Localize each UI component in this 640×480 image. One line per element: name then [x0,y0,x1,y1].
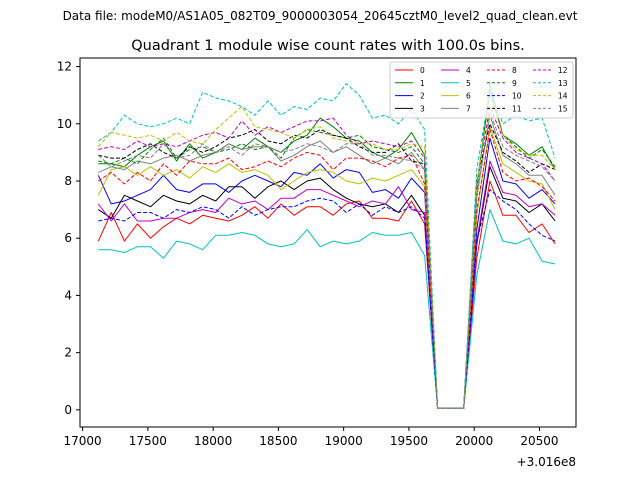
legend-label-7: 7 [466,104,471,113]
y-tick-label: 10 [57,117,72,131]
series-line-6 [97,126,556,409]
y-tick-label: 12 [57,60,72,74]
legend-label-11: 11 [512,104,522,113]
x-tick-label: 20500 [520,434,558,448]
legend-label-6: 6 [466,92,471,101]
series-line-10 [98,189,556,409]
y-tick-label: 0 [64,403,72,417]
x-tick-label: 17500 [129,434,167,448]
legend-label-1: 1 [420,79,425,88]
y-tick-label: 8 [64,174,72,188]
series-line-15 [97,111,556,409]
x-tick-label: 19000 [325,434,363,448]
chart-title: Quadrant 1 module wise count rates with … [131,38,525,54]
x-axis-ticks: 17000 17500 18000 18500 19000 19500 20000 20500 [64,427,559,448]
legend-label-15: 15 [558,104,568,113]
series-line-13 [98,83,556,409]
axes-frame [79,57,577,428]
series-line-7 [98,114,556,409]
plot-lines [97,83,556,409]
x-tick-label: 19500 [390,434,428,448]
x-axis-offset-label: +3.016e8 [517,455,576,469]
series-line-5 [98,209,556,409]
chart-suptitle: Data file: modeM0/AS1A05_082T09_90000030… [63,9,578,23]
y-tick-label: 2 [64,346,72,360]
series-line-8 [98,129,556,409]
y-tick-label: 4 [64,288,72,302]
x-tick-label: 17000 [64,434,102,448]
y-tick-label: 6 [64,231,72,245]
legend-label-8: 8 [512,66,517,75]
legend-label-0: 0 [420,66,425,75]
x-tick-label: 18000 [194,434,232,448]
legend-label-4: 4 [466,66,471,75]
series-line-12 [98,106,556,409]
legend-label-13: 13 [558,79,568,88]
series-line-4 [97,160,556,409]
legend-label-5: 5 [466,79,471,88]
legend-label-12: 12 [558,66,568,75]
x-tick-label: 20000 [455,434,493,448]
y-axis-ticks: 0 2 4 6 8 10 12 [57,60,80,417]
legend-label-10: 10 [512,92,522,101]
x-tick-label: 18500 [259,434,297,448]
legend-label-14: 14 [558,92,568,101]
legend-label-3: 3 [420,104,425,113]
legend-label-9: 9 [512,79,517,88]
legend-label-2: 2 [420,92,425,101]
series-line-14 [97,94,556,409]
legend-box [389,61,574,119]
series-line-0 [97,180,556,409]
